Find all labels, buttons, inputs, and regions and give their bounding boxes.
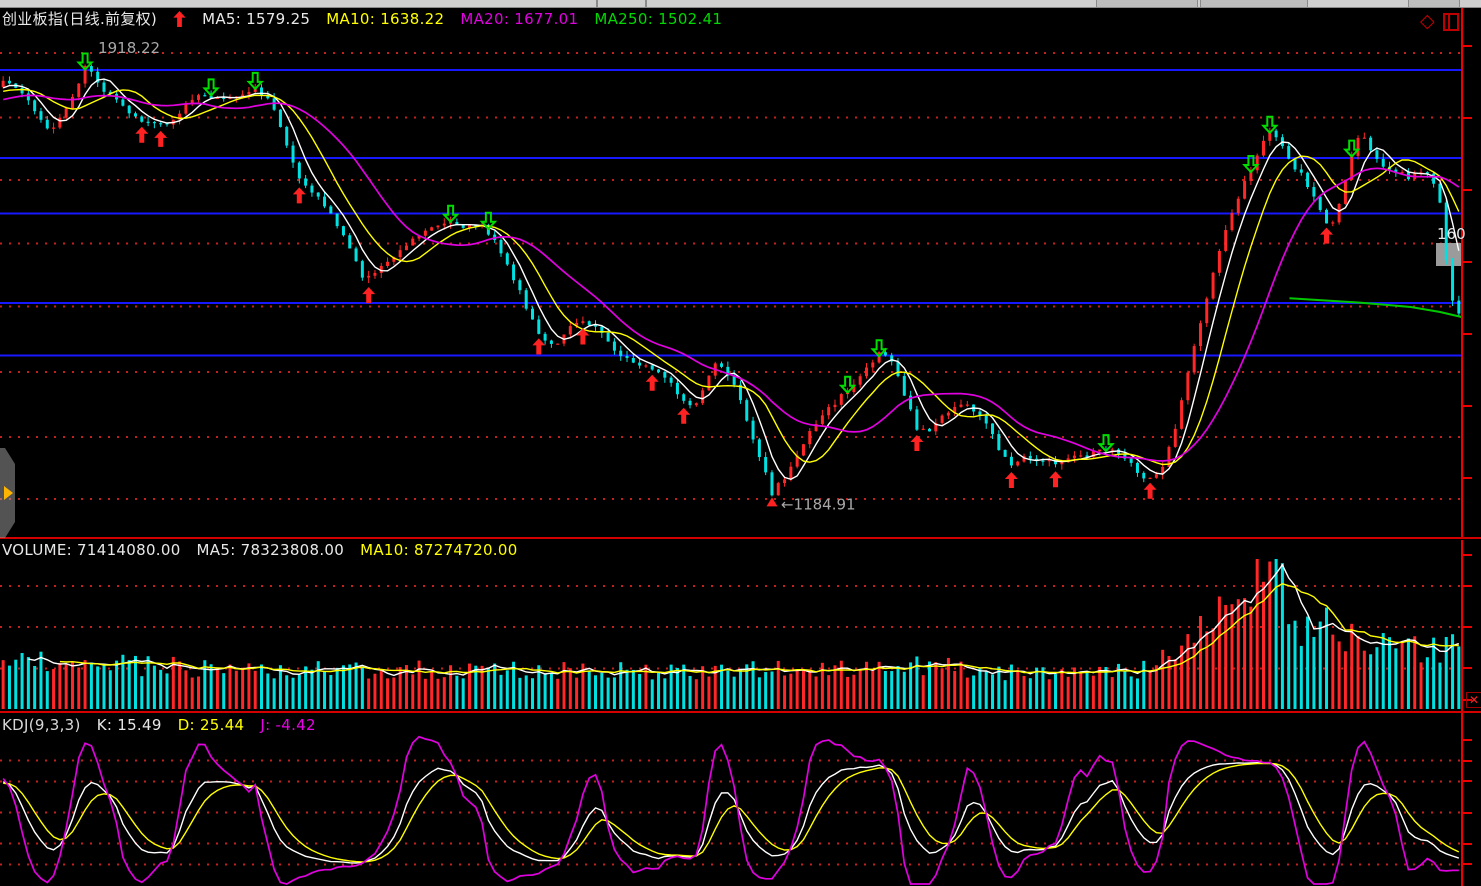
volume-readout: VOLUME: 71414080.00	[2, 541, 181, 559]
window-top-strip	[0, 0, 1481, 8]
kdj-chart[interactable]	[0, 713, 1481, 886]
main-price-chart[interactable]: 1918.22 ←1184.91 160	[0, 8, 1481, 538]
svg-text:←1184.91: ←1184.91	[781, 495, 856, 513]
d-readout: D: 25.44	[177, 716, 245, 734]
svg-text:1918.22: 1918.22	[98, 39, 160, 57]
strip-divider	[596, 0, 598, 8]
ma20-readout: MA20: 1677.01	[460, 10, 579, 28]
close-panel-icon[interactable]: ✕	[1466, 692, 1481, 708]
trend-up-arrow-icon	[173, 11, 186, 27]
ma10-readout: MA10: 1638.22	[326, 10, 445, 28]
panel-divider[interactable]	[0, 711, 1481, 713]
chart-title: 创业板指(日线.前复权)	[2, 10, 158, 28]
kdj-params-label: KDJ(9,3,3)	[2, 716, 81, 734]
svg-text:160: 160	[1437, 225, 1466, 243]
kdj-legend: KDJ(9,3,3) K: 15.49 D: 25.44 J: -4.42	[2, 716, 316, 734]
panel-divider[interactable]	[0, 537, 1481, 539]
strip-segment	[1096, 0, 1198, 7]
vol-ma10-readout: MA10: 87274720.00	[360, 541, 518, 559]
diamond-marker-icon[interactable]: ◇	[1420, 10, 1435, 32]
strip-divider	[645, 0, 647, 8]
vol-ma5-readout: MA5: 78323808.00	[196, 541, 345, 559]
sidebar-expand-tab[interactable]	[0, 448, 15, 538]
volume-chart[interactable]	[0, 540, 1481, 711]
strip-segment	[1200, 0, 1308, 7]
split-window-icon[interactable]	[1442, 12, 1459, 31]
strip-segment	[1408, 0, 1460, 7]
expand-arrow-icon	[4, 486, 13, 500]
ma5-readout: MA5: 1579.25	[202, 10, 311, 28]
ma250-readout: MA250: 1502.41	[594, 10, 723, 28]
k-readout: K: 15.49	[96, 716, 162, 734]
volume-legend: VOLUME: 71414080.00 MA5: 78323808.00 MA1…	[2, 541, 518, 559]
main-chart-legend: 创业板指(日线.前复权) MA5: 1579.25 MA10: 1638.22 …	[2, 10, 722, 28]
chart-corner-tools: ◇	[1420, 12, 1459, 31]
j-readout: J: -4.42	[260, 716, 316, 734]
